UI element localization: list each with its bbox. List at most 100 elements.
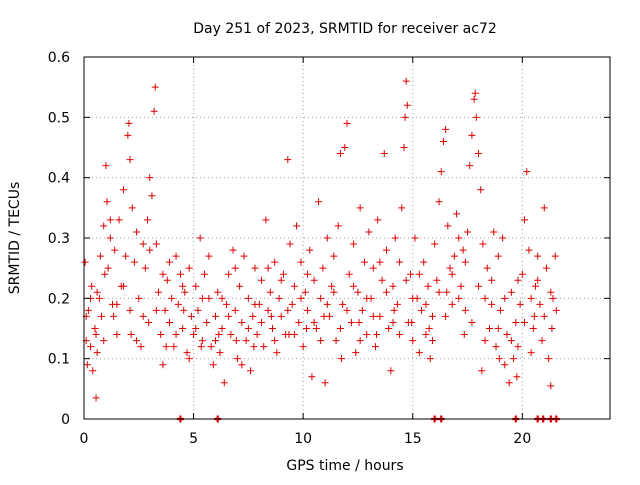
data-point [162, 343, 170, 351]
data-point [220, 379, 228, 387]
data-point [403, 101, 411, 109]
data-point [174, 300, 182, 308]
data-point [475, 282, 482, 290]
data-point [113, 331, 121, 339]
data-point [113, 300, 121, 308]
data-point [470, 95, 478, 103]
data-point [415, 349, 423, 357]
data-point [466, 162, 474, 170]
data-point [336, 325, 344, 332]
data-point [495, 355, 503, 363]
data-point [341, 144, 349, 151]
data-point [299, 343, 307, 351]
data-point [297, 258, 305, 266]
y-axis-title: SRMTID / TECUs [7, 182, 23, 295]
data-point [315, 198, 323, 206]
data-point [409, 337, 417, 345]
data-point [267, 312, 275, 320]
data-point [253, 331, 261, 339]
data-point [88, 282, 96, 290]
data-point [93, 288, 101, 296]
data-point [227, 331, 235, 339]
data-point [141, 264, 149, 272]
data-point [551, 252, 559, 260]
data-point [448, 270, 456, 278]
data-point [100, 337, 108, 345]
data-point [146, 174, 154, 182]
data-point [106, 234, 114, 242]
data-point [236, 282, 244, 290]
data-point [488, 300, 496, 308]
y-tick-label: 0.1 [48, 352, 70, 368]
data-point [460, 331, 468, 339]
data-point [264, 264, 272, 272]
x-tick-label: 20 [513, 431, 531, 447]
data-point [540, 204, 548, 212]
data-point [106, 216, 114, 224]
data-point [163, 276, 171, 284]
data-point [424, 282, 432, 290]
x-tick-label: 5 [189, 431, 198, 447]
data-point [262, 216, 270, 224]
data-point [483, 264, 491, 272]
data-point [150, 107, 158, 115]
data-point [133, 337, 141, 345]
data-point [475, 150, 482, 158]
data-point [102, 162, 110, 170]
data-point [336, 150, 344, 158]
data-point [238, 361, 246, 369]
data-point [83, 361, 91, 369]
data-point [376, 258, 384, 266]
data-point [494, 325, 502, 332]
data-point [137, 343, 145, 351]
data-point [323, 300, 331, 308]
data-point [426, 355, 434, 363]
data-point [334, 222, 342, 230]
data-point [345, 270, 353, 278]
data-point [152, 240, 160, 248]
data-point [400, 144, 408, 151]
data-point [323, 234, 331, 242]
data-point [190, 331, 198, 339]
data-point [146, 246, 154, 254]
data-point [457, 282, 465, 290]
data-point [433, 276, 441, 284]
data-point [479, 240, 487, 248]
data-point [490, 228, 498, 236]
data-point [549, 294, 557, 302]
data-point [271, 337, 279, 345]
data-point [115, 216, 123, 224]
data-point [330, 288, 338, 296]
data-point [288, 300, 296, 308]
data-point [387, 367, 395, 375]
data-point [295, 318, 303, 326]
data-point [453, 210, 461, 218]
data-point [552, 306, 560, 314]
data-point [250, 343, 258, 351]
data-point [343, 306, 351, 314]
data-point [507, 337, 515, 345]
data-point [277, 312, 285, 320]
data-point [312, 325, 320, 332]
data-point [330, 252, 338, 260]
data-point [390, 306, 398, 314]
data-point [275, 294, 283, 302]
data-point [468, 131, 476, 139]
data-point [435, 288, 443, 296]
data-point [437, 168, 445, 176]
data-point [472, 113, 480, 121]
data-point [471, 89, 479, 97]
data-point [547, 382, 555, 390]
data-point [247, 367, 255, 375]
data-point [127, 331, 135, 339]
data-point [181, 288, 189, 296]
data-point [92, 331, 100, 339]
data-point [527, 349, 535, 357]
data-point [443, 288, 451, 296]
data-point [159, 270, 167, 278]
data-point [408, 318, 416, 326]
data-point [439, 137, 447, 145]
axis-ticks: 0 5 10 15 20 0 0.1 0.2 0.3 0.4 0.5 0.6 [48, 50, 610, 447]
data-point [398, 204, 406, 212]
